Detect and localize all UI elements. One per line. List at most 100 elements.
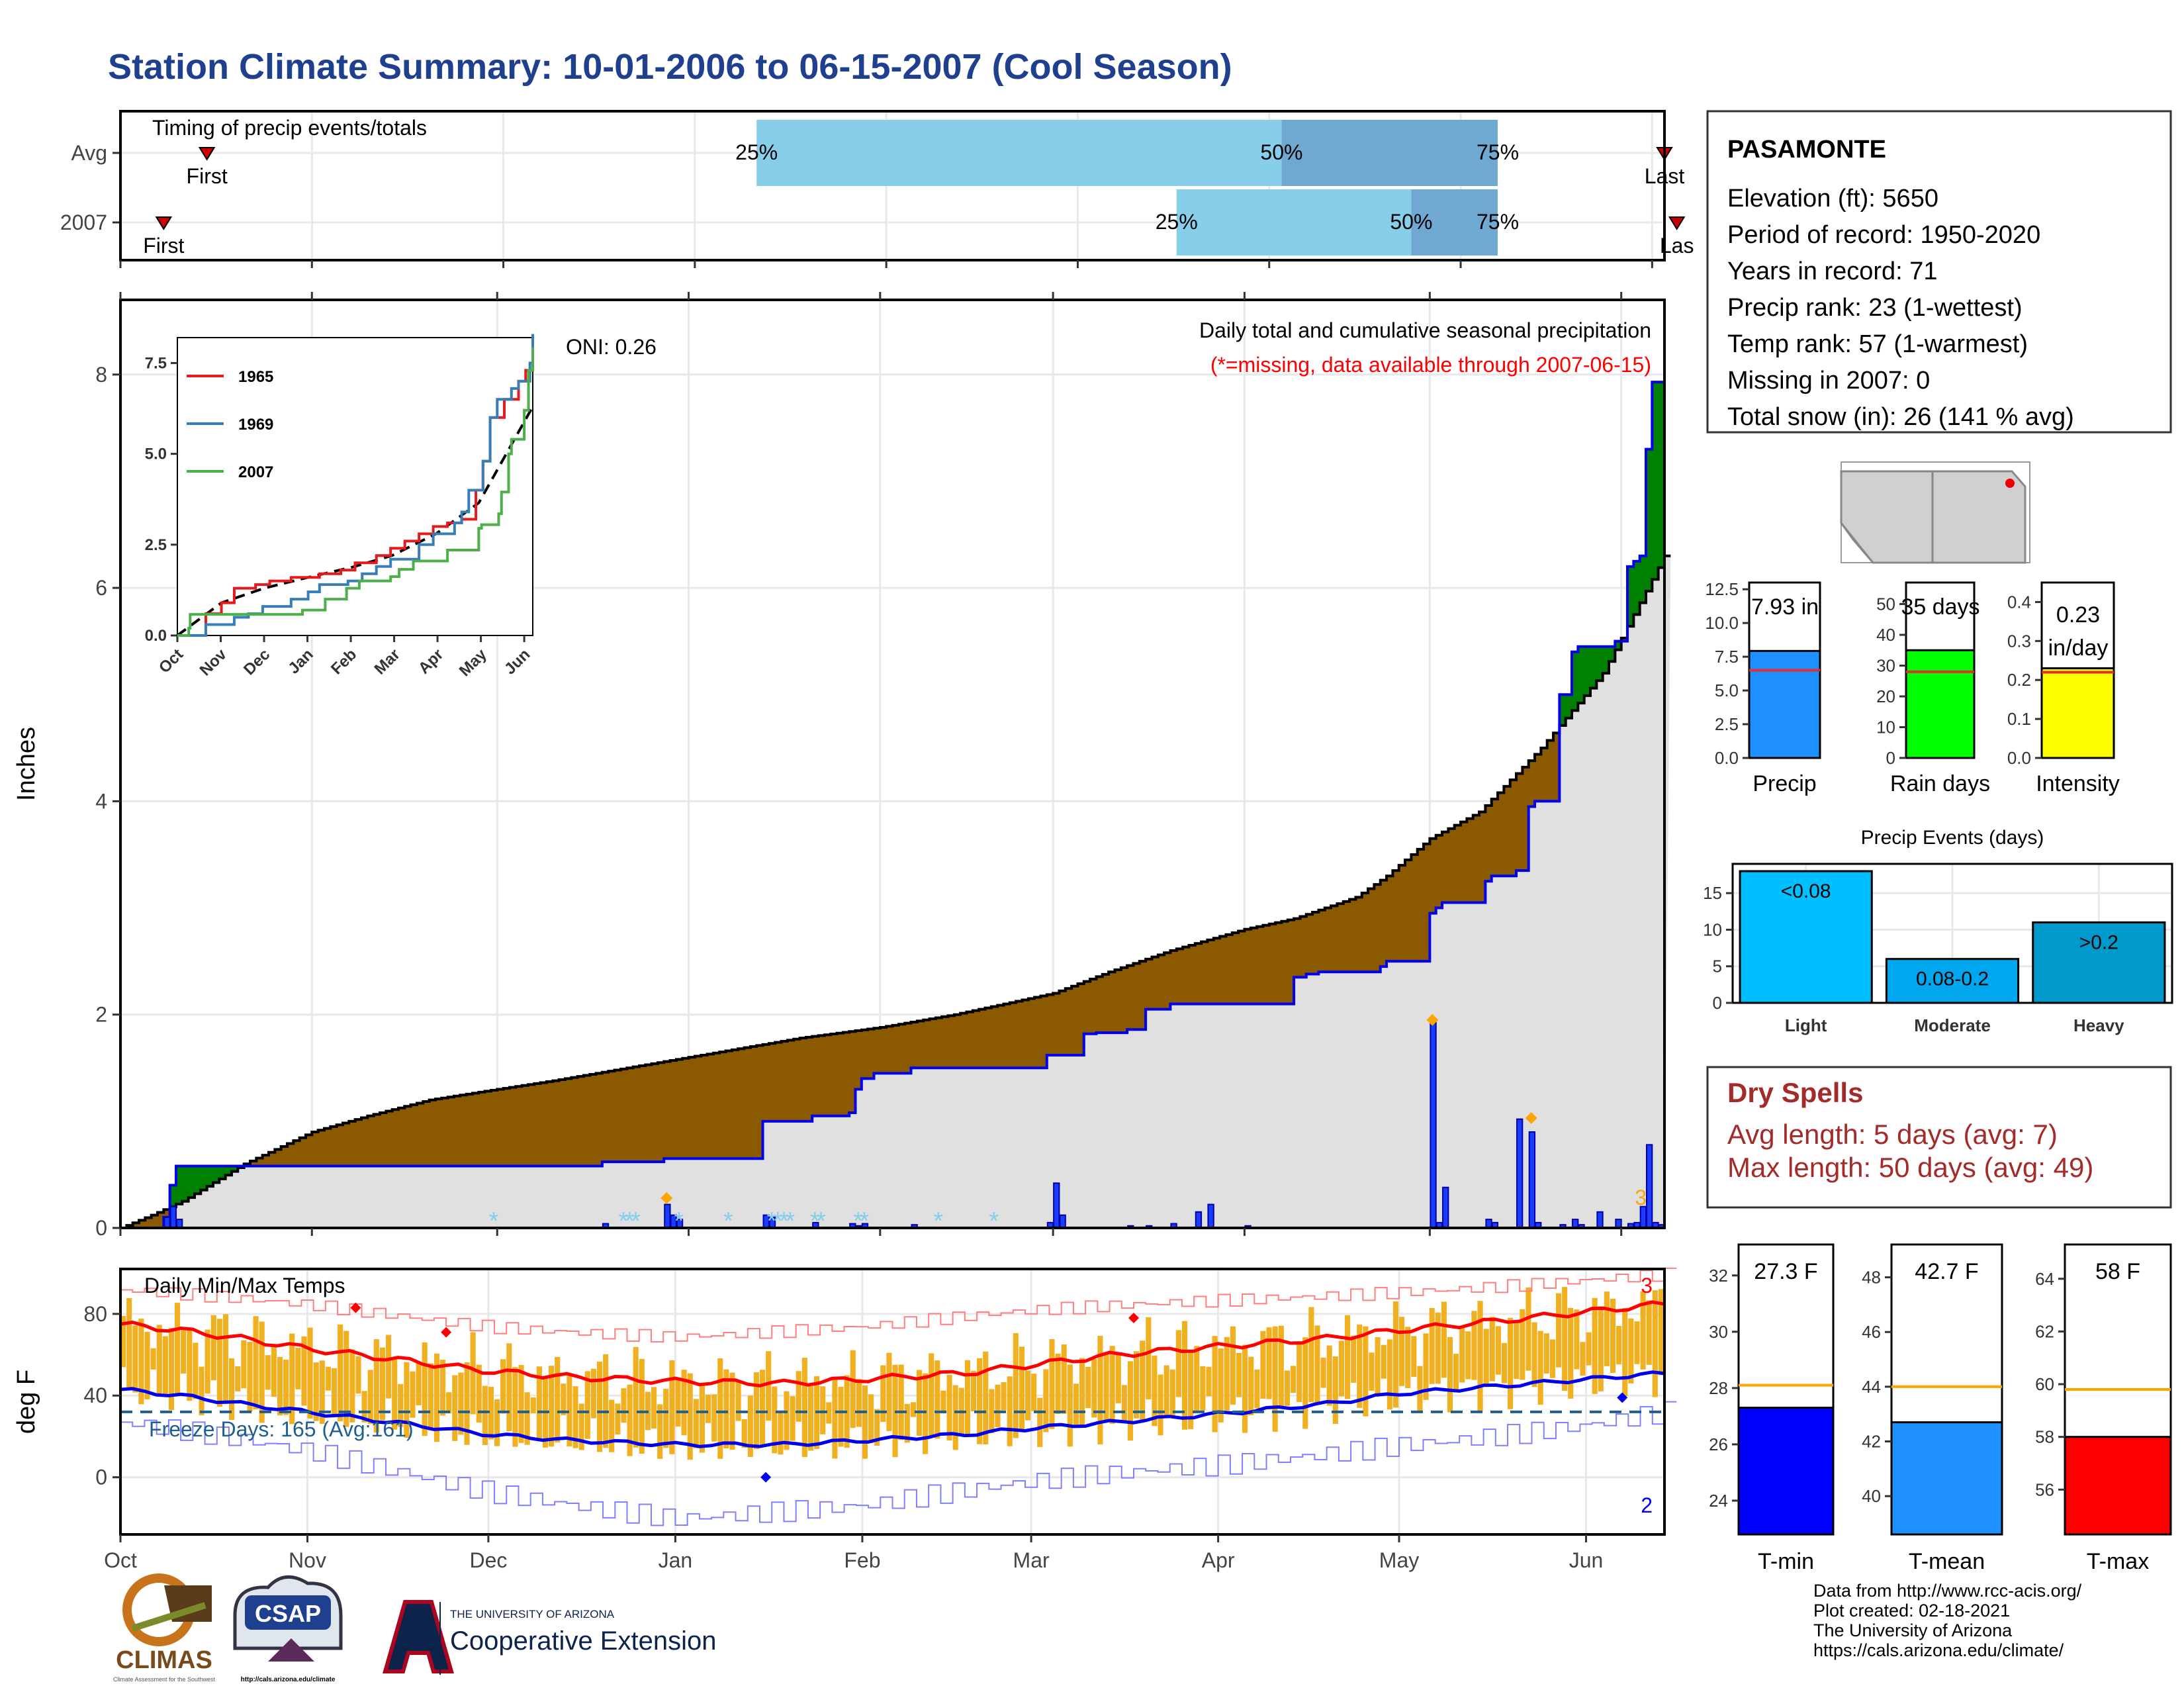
departure-slice xyxy=(1510,780,1517,876)
departure-slice xyxy=(1473,815,1480,903)
departure-slice xyxy=(750,1047,757,1159)
departure-slice xyxy=(398,1107,405,1166)
footer-line: https://cals.arizona.edu/climate/ xyxy=(1813,1640,2064,1660)
daily-temp-range-bar xyxy=(482,1385,488,1445)
stat-y-tick-label: 0.4 xyxy=(2007,592,2031,612)
daily-temp-range-bar xyxy=(301,1336,307,1406)
daily-precip-bar xyxy=(169,1205,177,1229)
daily-temp-range-bar xyxy=(524,1392,530,1445)
departure-slice xyxy=(1071,986,1079,1055)
station-location-dot xyxy=(2005,479,2015,488)
daily-temp-range-bar xyxy=(590,1368,596,1419)
departure-slice xyxy=(608,1071,615,1162)
daily-temp-range-bar xyxy=(1073,1383,1079,1427)
daily-temp-range-bar xyxy=(1501,1342,1508,1383)
departure-slice xyxy=(775,1042,782,1121)
daily-temp-range-bar xyxy=(1169,1369,1175,1416)
first-event-label: First xyxy=(143,234,184,258)
departure-slice xyxy=(1306,914,1313,974)
daily-temp-range-bar xyxy=(838,1386,844,1447)
departure-slice xyxy=(318,1130,325,1166)
departure-slice xyxy=(972,1010,979,1068)
departure-slice xyxy=(602,1072,609,1162)
departure-slice xyxy=(1361,892,1369,972)
departure-slice xyxy=(1621,637,1628,641)
daily-temp-range-bar xyxy=(1363,1326,1369,1417)
daily-temp-range-bar xyxy=(584,1371,590,1439)
event-y-tick-label: 5 xyxy=(1713,957,1722,976)
departure-slice xyxy=(145,1217,152,1228)
departure-slice xyxy=(1287,919,1295,1004)
daily-temp-range-bar xyxy=(1568,1307,1574,1399)
stat-y-tick-label: 26 xyxy=(1709,1434,1728,1454)
daily-temp-range-bar xyxy=(126,1297,132,1388)
daily-temp-range-bar xyxy=(1091,1358,1097,1418)
daily-temp-range-bar xyxy=(1405,1327,1411,1389)
daily-temp-range-bar xyxy=(633,1346,639,1448)
daily-temp-range-bar xyxy=(518,1365,524,1443)
daily-temp-range-bar xyxy=(1580,1342,1586,1376)
daily-temp-range-bar xyxy=(1001,1382,1007,1411)
daily-temp-range-bar xyxy=(916,1370,923,1436)
daily-temp-range-bar xyxy=(433,1353,440,1442)
departure-slice xyxy=(1602,646,1610,674)
daily-temp-range-bar xyxy=(923,1373,929,1454)
station-info-line: Elevation (ft): 5650 xyxy=(1727,185,1938,212)
departure-slice xyxy=(503,1088,510,1166)
daily-precip-bar xyxy=(1596,1211,1604,1229)
departure-slice xyxy=(194,1166,201,1194)
daily-temp-range-bar xyxy=(494,1399,500,1446)
departure-slice xyxy=(639,1066,646,1162)
departure-slice xyxy=(1127,965,1134,1030)
ua-logo-main-text: Cooperative Extension xyxy=(450,1626,716,1656)
daily-temp-range-bar xyxy=(1417,1366,1423,1412)
daily-temp-range-bar xyxy=(1121,1385,1127,1422)
daily-temp-range-bar xyxy=(1483,1329,1489,1385)
daily-temp-range-bar xyxy=(1459,1327,1465,1383)
departure-slice xyxy=(268,1152,275,1166)
departure-slice xyxy=(966,1011,974,1068)
stat-y-tick-label: 46 xyxy=(1862,1322,1881,1342)
daily-temp-range-bar xyxy=(741,1419,747,1448)
daily-record-marker xyxy=(1426,1013,1439,1026)
stat-y-tick-label: 20 xyxy=(1876,686,1895,706)
station-name: PASAMONTE xyxy=(1727,136,1886,164)
departure-slice xyxy=(781,1041,788,1121)
departure-slice xyxy=(571,1077,578,1166)
daily-temp-range-bar xyxy=(422,1342,428,1436)
oni-label: ONI: 0.26 xyxy=(566,335,657,359)
stat-value-label: 27.3 F xyxy=(1754,1259,1817,1284)
departure-slice xyxy=(818,1035,825,1116)
dry-spells-title: Dry Spells xyxy=(1727,1077,1863,1108)
daily-temp-range-bar xyxy=(699,1383,705,1453)
daily-temp-range-bar xyxy=(1658,1289,1664,1376)
daily-temp-range-bar xyxy=(1616,1325,1622,1365)
stat-y-tick-label: 5.0 xyxy=(1715,680,1739,700)
daily-temp-range-bar xyxy=(1508,1317,1514,1409)
event-bar xyxy=(1739,870,1873,1004)
daily-temp-range-bar xyxy=(1158,1374,1163,1436)
departure-slice xyxy=(225,1166,232,1176)
departure-slice xyxy=(701,1055,708,1159)
daily-temp-range-bar xyxy=(1212,1336,1218,1432)
departure-slice xyxy=(1522,767,1529,871)
csap-logo-url: http://cals.arizona.edu/climate xyxy=(241,1676,336,1683)
normal-max-line xyxy=(120,1300,1665,1387)
departure-slice xyxy=(842,1032,850,1116)
daily-temp-range-bar xyxy=(1489,1317,1495,1382)
departure-slice xyxy=(275,1149,282,1166)
departure-slice xyxy=(1009,1002,1017,1068)
daily-temp-range-bar xyxy=(1254,1369,1260,1409)
daily-temp-range-bar xyxy=(181,1327,187,1374)
departure-slice xyxy=(831,1033,838,1116)
daily-temp-range-bar xyxy=(766,1351,772,1421)
departure-slice xyxy=(138,1220,146,1228)
departure-slice xyxy=(1584,646,1591,696)
departure-slice xyxy=(738,1049,745,1159)
departure-slice xyxy=(1244,929,1251,1004)
station-info-panel: PASAMONTE Elevation (ft): 5650 Period of r… xyxy=(1706,110,2172,434)
stat-y-tick-label: 62 xyxy=(2035,1321,2054,1341)
normal-min-line xyxy=(120,1370,1665,1448)
event-y-tick-label: 15 xyxy=(1703,883,1722,903)
footer-line: Data from http://www.rcc-acis.org/ xyxy=(1813,1581,2082,1601)
